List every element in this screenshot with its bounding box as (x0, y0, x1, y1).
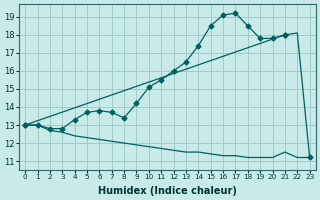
X-axis label: Humidex (Indice chaleur): Humidex (Indice chaleur) (98, 186, 237, 196)
